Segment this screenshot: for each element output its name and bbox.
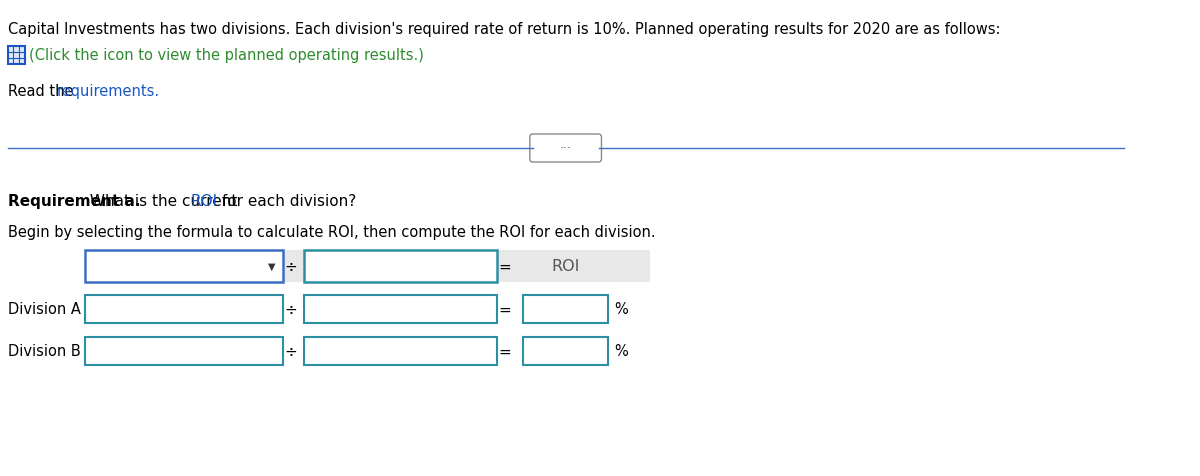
Text: What is the current: What is the current bbox=[85, 194, 242, 208]
Text: (Click the icon to view the planned operating results.): (Click the icon to view the planned oper… bbox=[29, 49, 424, 63]
FancyBboxPatch shape bbox=[85, 296, 283, 323]
Text: =: = bbox=[498, 259, 511, 274]
Text: Capital Investments has two divisions. Each division's required rate of return i: Capital Investments has two divisions. E… bbox=[7, 22, 1000, 37]
Text: Division B: Division B bbox=[7, 344, 80, 359]
FancyBboxPatch shape bbox=[530, 135, 601, 163]
Text: Requirement a.: Requirement a. bbox=[7, 194, 140, 208]
Text: Division A: Division A bbox=[7, 302, 80, 317]
Text: %: % bbox=[614, 344, 629, 359]
FancyBboxPatch shape bbox=[85, 250, 650, 282]
Text: %: % bbox=[614, 302, 629, 317]
Text: ROI: ROI bbox=[552, 259, 580, 274]
Text: ···: ··· bbox=[559, 142, 571, 155]
Text: ÷: ÷ bbox=[284, 302, 296, 317]
Text: =: = bbox=[498, 302, 511, 317]
Text: ÷: ÷ bbox=[284, 259, 296, 274]
Text: =: = bbox=[498, 344, 511, 359]
Text: for each division?: for each division? bbox=[217, 194, 356, 208]
FancyBboxPatch shape bbox=[7, 47, 24, 65]
Text: ROI: ROI bbox=[191, 194, 217, 208]
Text: Read the: Read the bbox=[7, 84, 78, 99]
Text: Begin by selecting the formula to calculate ROI, then compute the ROI for each d: Begin by selecting the formula to calcul… bbox=[7, 225, 655, 239]
FancyBboxPatch shape bbox=[304, 337, 497, 365]
FancyBboxPatch shape bbox=[85, 337, 283, 365]
FancyBboxPatch shape bbox=[85, 250, 283, 282]
FancyBboxPatch shape bbox=[523, 337, 608, 365]
Text: ▼: ▼ bbox=[268, 261, 275, 271]
Text: requirements.: requirements. bbox=[56, 84, 160, 99]
Text: ÷: ÷ bbox=[284, 344, 296, 359]
FancyBboxPatch shape bbox=[523, 296, 608, 323]
FancyBboxPatch shape bbox=[304, 296, 497, 323]
FancyBboxPatch shape bbox=[304, 250, 497, 282]
